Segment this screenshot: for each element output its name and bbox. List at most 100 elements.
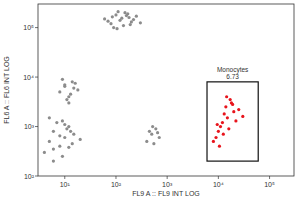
point bbox=[114, 13, 117, 16]
point bbox=[231, 103, 234, 106]
x-tick bbox=[218, 176, 219, 179]
x-tick bbox=[269, 176, 270, 179]
series bbox=[212, 95, 245, 148]
point bbox=[156, 131, 159, 134]
point bbox=[72, 133, 75, 136]
gate bbox=[207, 82, 258, 161]
chart: 10¹10²10³10⁴10⁵10²10³10⁴10⁵FL9 A :: FL9 … bbox=[0, 0, 300, 200]
gate-value: 6.73 bbox=[226, 73, 239, 80]
point bbox=[116, 10, 119, 13]
point bbox=[109, 22, 112, 25]
point bbox=[55, 121, 58, 124]
point bbox=[226, 116, 229, 119]
point bbox=[120, 17, 123, 20]
point bbox=[76, 88, 79, 91]
y-tick-label: 10⁴ bbox=[23, 74, 34, 81]
point bbox=[112, 26, 115, 29]
point bbox=[150, 133, 153, 136]
point bbox=[154, 127, 157, 130]
point bbox=[48, 140, 51, 143]
point bbox=[69, 130, 72, 133]
point bbox=[221, 121, 224, 124]
point bbox=[63, 123, 66, 126]
point bbox=[48, 116, 51, 119]
point bbox=[132, 18, 135, 21]
point bbox=[52, 160, 55, 163]
point bbox=[223, 112, 226, 115]
point bbox=[52, 147, 55, 150]
point bbox=[224, 105, 227, 108]
point bbox=[151, 125, 154, 128]
y-axis-label: FL6 A :: FL6 INT LOG bbox=[3, 56, 10, 124]
point bbox=[65, 127, 68, 130]
point bbox=[145, 140, 148, 143]
x-tick bbox=[64, 176, 65, 179]
point bbox=[74, 82, 77, 85]
point bbox=[67, 146, 70, 149]
y-tick bbox=[35, 176, 38, 177]
point bbox=[69, 93, 72, 96]
point bbox=[71, 142, 74, 145]
point bbox=[135, 15, 138, 18]
y-tick bbox=[35, 126, 38, 127]
point bbox=[225, 95, 228, 98]
point bbox=[212, 140, 215, 143]
y-tick bbox=[35, 77, 38, 78]
point bbox=[63, 85, 66, 88]
point bbox=[61, 78, 64, 81]
point bbox=[58, 145, 61, 148]
point bbox=[67, 101, 70, 104]
point bbox=[222, 133, 225, 136]
x-tick bbox=[167, 176, 168, 179]
point bbox=[63, 136, 66, 139]
y-tick-label: 10³ bbox=[24, 123, 35, 130]
point bbox=[125, 14, 128, 17]
point bbox=[122, 24, 125, 27]
point bbox=[234, 119, 237, 122]
y-tick-label: 10² bbox=[24, 173, 35, 180]
y-tick-label: 10⁵ bbox=[23, 24, 34, 31]
x-tick-label: 10³ bbox=[162, 181, 173, 188]
point bbox=[115, 27, 118, 30]
y-tick bbox=[35, 27, 38, 28]
point bbox=[219, 125, 222, 128]
point bbox=[218, 145, 221, 148]
point bbox=[61, 119, 64, 122]
point bbox=[43, 151, 46, 154]
point bbox=[65, 98, 68, 101]
x-axis-label: FL9 A :: FL9 INT LOG bbox=[132, 190, 200, 197]
point bbox=[61, 155, 64, 158]
point bbox=[139, 21, 142, 24]
point bbox=[103, 17, 106, 20]
point bbox=[58, 90, 61, 93]
point bbox=[158, 136, 161, 139]
x-tick bbox=[115, 176, 116, 179]
x-tick-label: 10⁵ bbox=[264, 181, 275, 188]
point bbox=[227, 127, 230, 130]
point bbox=[217, 130, 220, 133]
plot-frame bbox=[38, 4, 294, 176]
point bbox=[72, 86, 75, 89]
x-tick-label: 10² bbox=[111, 181, 122, 188]
point bbox=[79, 138, 82, 141]
point bbox=[123, 11, 126, 14]
point bbox=[129, 23, 132, 26]
point bbox=[106, 20, 109, 23]
point bbox=[216, 123, 219, 126]
point bbox=[214, 136, 217, 139]
point bbox=[71, 80, 74, 83]
point bbox=[148, 130, 151, 133]
point bbox=[111, 15, 114, 18]
point bbox=[152, 142, 155, 145]
point bbox=[58, 134, 61, 137]
series bbox=[43, 10, 161, 163]
point bbox=[229, 98, 232, 101]
x-tick-label: 10⁴ bbox=[213, 181, 224, 188]
plot-area bbox=[43, 10, 258, 163]
point bbox=[127, 16, 130, 19]
point bbox=[52, 130, 55, 133]
point bbox=[232, 110, 235, 113]
point bbox=[237, 108, 240, 111]
x-tick-label: 10¹ bbox=[60, 181, 71, 188]
point bbox=[241, 115, 244, 118]
